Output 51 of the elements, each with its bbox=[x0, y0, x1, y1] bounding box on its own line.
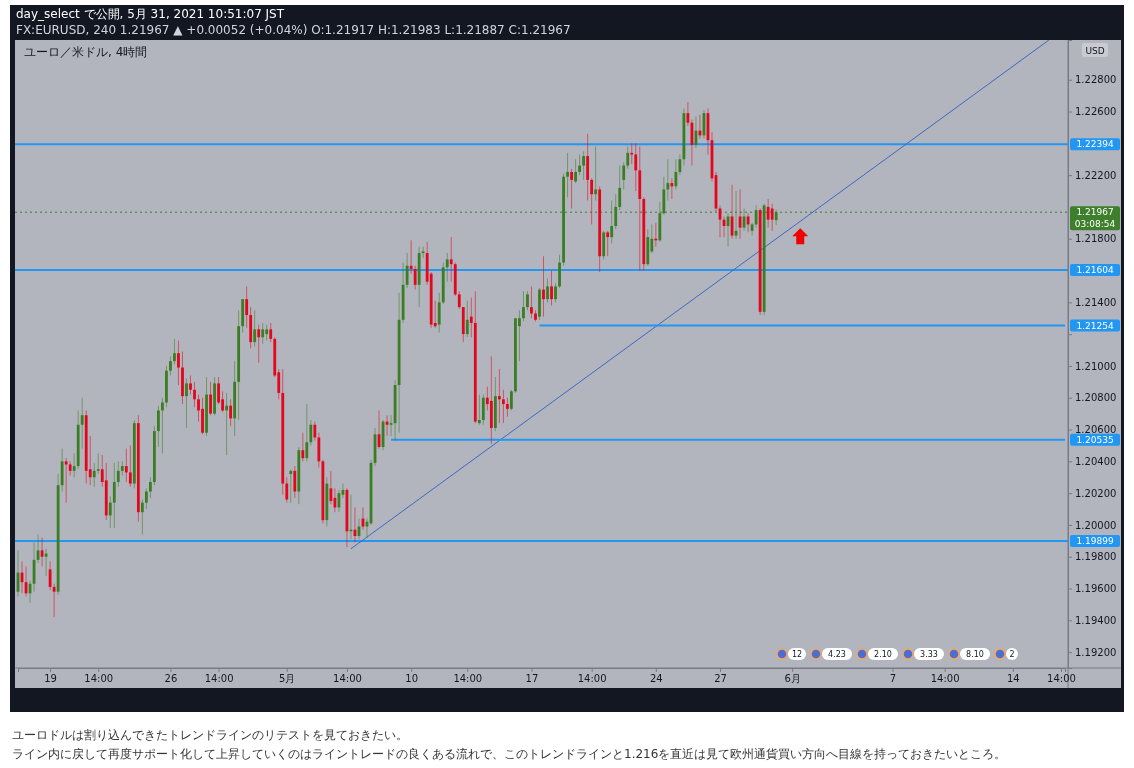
y-tick-label: 1.21800 bbox=[1075, 233, 1117, 245]
y-tick-label: 1.21400 bbox=[1075, 297, 1117, 309]
x-tick-label: 14:00 bbox=[453, 673, 483, 685]
y-tick-label: 1.20600 bbox=[1075, 424, 1117, 436]
text: ユーロドルは割り込んできたトレンドラインのリテストを見ておきたい。 bbox=[12, 728, 408, 742]
chart-subtitle: FX:EURUSD, 240 1.21967 ▲ +0.00052 (+0.04%) O:1.21917 H:1.21983 L:1.21887 C:1.21967 bbox=[16, 23, 571, 37]
ref-line-label: 1.21604 bbox=[1076, 264, 1114, 275]
x-tick-label: 14:00 bbox=[577, 673, 607, 685]
x-tick-label: 26 bbox=[164, 673, 178, 685]
y-tick-label: 1.20800 bbox=[1075, 392, 1117, 404]
y-tick-label: 1.20200 bbox=[1075, 487, 1117, 499]
y-tick-label: 1.22800 bbox=[1075, 74, 1117, 86]
x-tick-label: 14:00 bbox=[1047, 673, 1076, 685]
y-tick-label: 1.19600 bbox=[1075, 583, 1117, 595]
x-tick-label: 7 bbox=[889, 673, 897, 685]
annotation: 3.33 bbox=[920, 650, 938, 659]
text: ライン内に戻して再度サポート化して上昇していくのはライントレードの良くある流れで、このトレンドラインと1.216を直近は見て欧州通貨買い方向へ目線を持っておきたいところ。 bbox=[12, 747, 1007, 761]
y-tick-label: 1.19800 bbox=[1075, 551, 1117, 563]
chart-title: day_select で公開, 5月 31, 2021 10:51:07 JST bbox=[16, 7, 285, 21]
series-label: 1.21254 bbox=[1076, 320, 1114, 331]
x-tick-label: 6月 bbox=[784, 673, 801, 685]
y-tick-label: 1.22200 bbox=[1075, 169, 1117, 181]
x-tick-label: 5月 bbox=[279, 673, 296, 685]
ref-line-label: 1.21967 03:08:54 bbox=[1074, 207, 1116, 230]
x-tick-label: 10 bbox=[405, 673, 418, 685]
y-tick-label: 1.19400 bbox=[1075, 615, 1117, 626]
annotation: 8.10 bbox=[966, 650, 984, 659]
y-tick-label: 1.20400 bbox=[1075, 456, 1117, 468]
y-tick-label: 1.22600 bbox=[1075, 106, 1117, 118]
candlestick bbox=[750, 222, 754, 237]
x-tick-label: 14:00 bbox=[84, 673, 114, 685]
x-tick-label: 17 bbox=[525, 673, 539, 685]
annotation: 12 bbox=[791, 650, 803, 659]
y-tick-label: 1.20000 bbox=[1075, 519, 1117, 531]
x-tick-label: 14 bbox=[1006, 673, 1020, 685]
y-tick-label: 1.21000 bbox=[1075, 360, 1117, 372]
x-tick-label: 19 bbox=[44, 673, 57, 685]
ref-line-label: 1.19899 bbox=[1076, 535, 1114, 546]
x-tick-label: 27 bbox=[714, 673, 727, 685]
ref-line-label: 1.22394 bbox=[1076, 139, 1114, 150]
annotation: 2.10 bbox=[874, 650, 892, 659]
y-tick-label: 1.19200 bbox=[1075, 646, 1117, 658]
x-tick-label: 14:00 bbox=[930, 673, 960, 685]
x-tick-label: 14:00 bbox=[204, 673, 234, 685]
y-axis-title: USD bbox=[1085, 46, 1105, 56]
annotation: 2 bbox=[1009, 650, 1015, 659]
series-label: 1.20535 bbox=[1076, 434, 1114, 445]
x-tick-label: 14:00 bbox=[333, 673, 362, 685]
annotation: ユーロ／米ドル, 4時間 bbox=[24, 45, 148, 59]
x-tick-label: 24 bbox=[649, 673, 663, 685]
annotation: 4.23 bbox=[828, 650, 846, 659]
